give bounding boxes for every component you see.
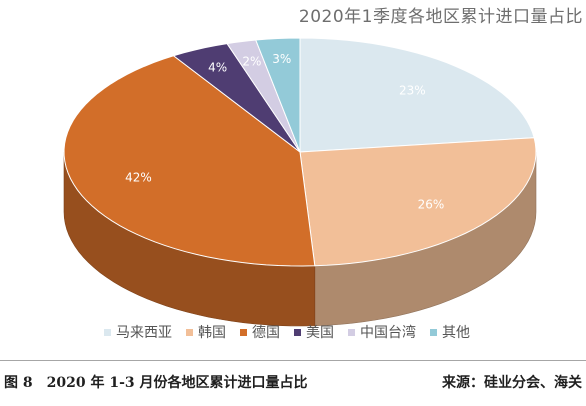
legend-swatch <box>294 328 301 336</box>
slice-1 <box>299 37 535 153</box>
slice-6-label: 3% <box>272 52 291 66</box>
slice-2-label: 26% <box>418 197 445 211</box>
slice-2 <box>299 137 537 267</box>
legend-item-6: 其他 <box>430 322 470 342</box>
legend-item-2: 韩国 <box>186 322 226 342</box>
legend-item-3: 德国 <box>240 322 280 342</box>
figure-source: 来源：硅业分会、海关 <box>442 375 582 391</box>
legend-item-5: 中国台湾 <box>348 322 416 342</box>
chart-title: 2020年1季度各地区累计进口量占比 <box>298 7 583 27</box>
legend-label: 其他 <box>442 325 470 341</box>
slice-4 <box>172 43 301 153</box>
legend-label: 韩国 <box>198 325 226 341</box>
legend-swatch <box>104 328 111 336</box>
legend-item-1: 马来西亚 <box>104 322 172 342</box>
divider <box>0 360 586 361</box>
legend-swatch <box>186 328 193 336</box>
slice-3-label: 42% <box>125 170 152 184</box>
slice-1-label: 23% <box>399 83 426 97</box>
slice-4-label: 4% <box>208 60 227 74</box>
pie-chart: 23% 26% 42% 4% 2% 3% <box>63 37 537 327</box>
slice-3 <box>63 55 316 267</box>
legend-swatch <box>430 328 437 336</box>
legend-swatch <box>348 328 355 336</box>
legend-label: 美国 <box>306 325 334 341</box>
slice-6 <box>255 37 301 153</box>
chart-legend: 马来西亚 韩国 德国 美国 中国台湾 其他 <box>104 322 564 342</box>
legend-swatch <box>240 328 247 336</box>
slice-5-label: 2% <box>242 54 261 68</box>
figure-caption: 图 8 2020 年 1-3 月份各地区累计进口量占比 <box>4 375 308 391</box>
legend-label: 中国台湾 <box>360 325 416 341</box>
legend-item-4: 美国 <box>294 322 334 342</box>
legend-label: 德国 <box>252 325 280 341</box>
legend-label: 马来西亚 <box>116 325 172 341</box>
